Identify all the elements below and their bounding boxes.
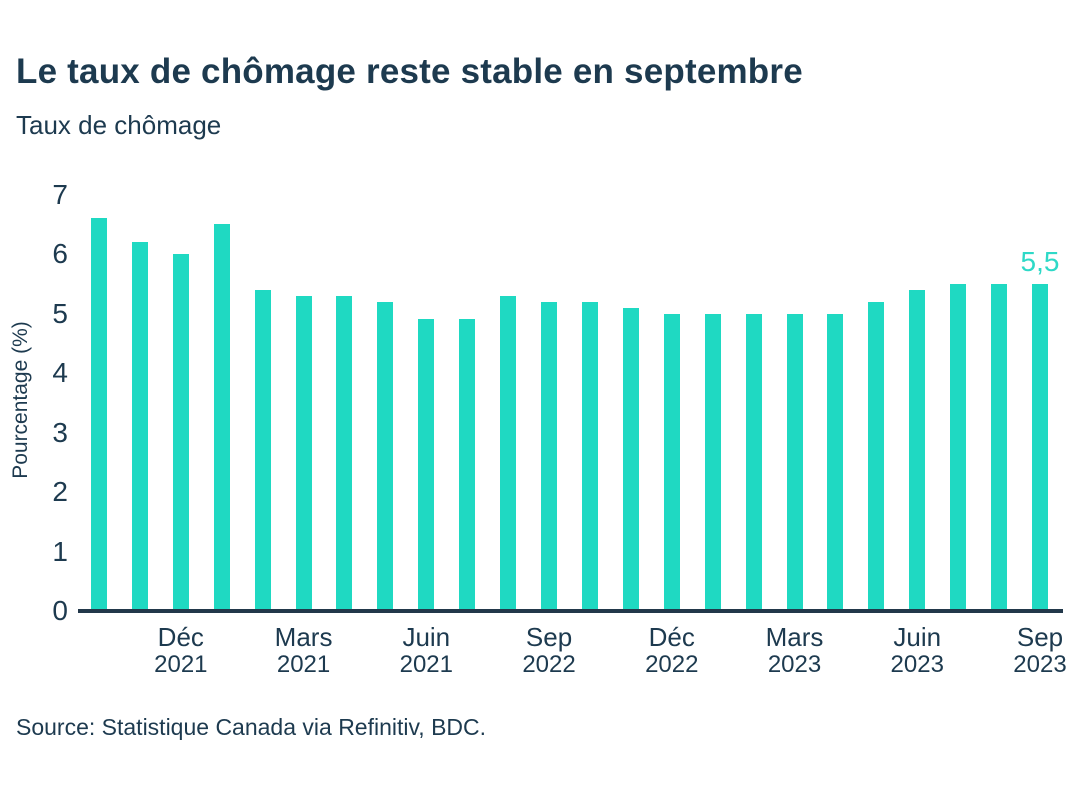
x-tick-label: Déc 2022 bbox=[645, 622, 698, 678]
x-tick-month: Juin bbox=[893, 622, 942, 652]
y-tick-label: 5 bbox=[52, 297, 68, 329]
x-tick-month: Juin bbox=[402, 622, 451, 652]
bar bbox=[950, 283, 967, 611]
x-tick-label: Juin 2021 bbox=[400, 622, 453, 678]
bar bbox=[213, 224, 230, 611]
x-tick-label: Déc 2021 bbox=[154, 622, 207, 678]
x-tick-year: 2023 bbox=[767, 651, 822, 678]
x-tick-month: Mars bbox=[765, 622, 824, 652]
x-tick-year: 2023 bbox=[890, 651, 944, 678]
bar bbox=[1031, 283, 1048, 611]
x-axis-line bbox=[78, 609, 1063, 613]
x-tick-year: 2021 bbox=[154, 651, 208, 678]
bar bbox=[909, 289, 926, 611]
bar bbox=[295, 295, 312, 611]
chart-subtitle: Taux de chômage bbox=[16, 110, 222, 140]
bar bbox=[172, 254, 189, 611]
x-tick-month: Sep bbox=[525, 622, 573, 652]
bar bbox=[418, 319, 435, 611]
x-tick-year: 2023 bbox=[1013, 651, 1067, 678]
y-tick-label: 3 bbox=[52, 416, 68, 448]
x-tick-label: Juin 2023 bbox=[891, 622, 944, 678]
bar bbox=[991, 283, 1008, 611]
bar bbox=[868, 301, 885, 611]
bar bbox=[254, 289, 271, 611]
x-tick-label: Mars 2021 bbox=[275, 622, 333, 678]
x-tick-label: Sep 2023 bbox=[1013, 622, 1066, 678]
x-tick-month: Déc bbox=[157, 622, 204, 652]
y-tick-label: 2 bbox=[52, 476, 68, 507]
x-tick-month: Sep bbox=[1016, 622, 1064, 652]
bar bbox=[622, 307, 639, 611]
y-tick-label: 7 bbox=[52, 178, 68, 210]
source-note: Source: Statistique Canada via Refinitiv… bbox=[16, 714, 487, 740]
bar bbox=[459, 319, 476, 611]
x-tick-month: Déc bbox=[648, 622, 695, 652]
y-tick-label: 0 bbox=[52, 595, 68, 626]
y-tick-label: 4 bbox=[52, 357, 68, 388]
y-axis-title: Pourcentage (%) bbox=[9, 321, 32, 479]
x-tick-year: 2021 bbox=[399, 651, 453, 678]
bar bbox=[541, 301, 558, 611]
bar bbox=[336, 295, 353, 611]
chart-title: Le taux de chômage reste stable en septe… bbox=[16, 52, 803, 91]
x-tick-year: 2021 bbox=[276, 651, 331, 678]
y-tick-label: 1 bbox=[52, 535, 68, 567]
x-tick-month: Mars bbox=[274, 622, 333, 652]
x-tick-year: 2022 bbox=[645, 651, 699, 678]
bar bbox=[745, 313, 762, 611]
x-tick-label: Sep 2022 bbox=[522, 622, 575, 678]
bar bbox=[91, 218, 107, 611]
x-tick-label: Mars 2023 bbox=[766, 622, 824, 678]
bar bbox=[581, 301, 598, 611]
bar bbox=[500, 295, 517, 611]
x-tick-year: 2022 bbox=[522, 651, 576, 678]
bar bbox=[377, 301, 394, 611]
y-tick-label: 6 bbox=[52, 238, 68, 269]
bar bbox=[827, 313, 844, 611]
last-bar-value-label: 5,5 bbox=[1020, 246, 1060, 277]
bar bbox=[704, 313, 721, 611]
bar bbox=[131, 242, 148, 611]
bar bbox=[786, 313, 803, 611]
bar bbox=[663, 313, 680, 611]
